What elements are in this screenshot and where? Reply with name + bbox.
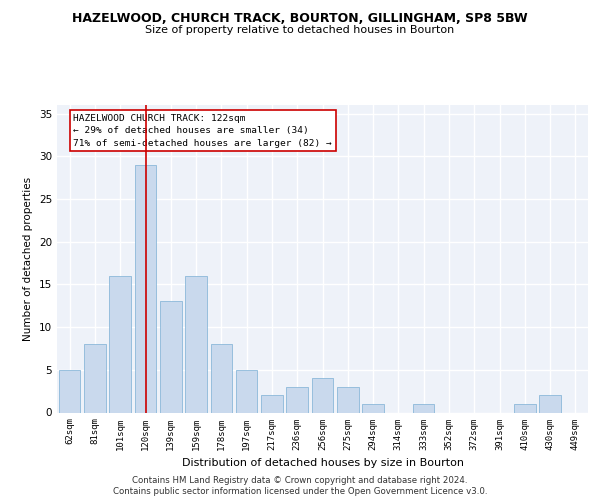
Bar xyxy=(337,387,359,412)
Bar xyxy=(59,370,80,412)
Bar xyxy=(160,302,182,412)
Bar xyxy=(84,344,106,412)
Bar xyxy=(236,370,257,412)
Bar xyxy=(261,396,283,412)
Text: Contains public sector information licensed under the Open Government Licence v3: Contains public sector information licen… xyxy=(113,488,487,496)
Bar xyxy=(185,276,207,412)
Bar xyxy=(362,404,384,412)
Bar xyxy=(539,396,561,412)
Text: HAZELWOOD CHURCH TRACK: 122sqm
← 29% of detached houses are smaller (34)
71% of : HAZELWOOD CHURCH TRACK: 122sqm ← 29% of … xyxy=(73,114,332,148)
X-axis label: Distribution of detached houses by size in Bourton: Distribution of detached houses by size … xyxy=(182,458,464,468)
Bar xyxy=(135,165,156,412)
Text: Size of property relative to detached houses in Bourton: Size of property relative to detached ho… xyxy=(145,25,455,35)
Bar xyxy=(312,378,333,412)
Bar xyxy=(413,404,434,412)
Bar xyxy=(514,404,536,412)
Text: Contains HM Land Registry data © Crown copyright and database right 2024.: Contains HM Land Registry data © Crown c… xyxy=(132,476,468,485)
Text: HAZELWOOD, CHURCH TRACK, BOURTON, GILLINGHAM, SP8 5BW: HAZELWOOD, CHURCH TRACK, BOURTON, GILLIN… xyxy=(72,12,528,26)
Bar xyxy=(286,387,308,412)
Y-axis label: Number of detached properties: Number of detached properties xyxy=(23,176,34,341)
Bar xyxy=(109,276,131,412)
Bar xyxy=(211,344,232,412)
